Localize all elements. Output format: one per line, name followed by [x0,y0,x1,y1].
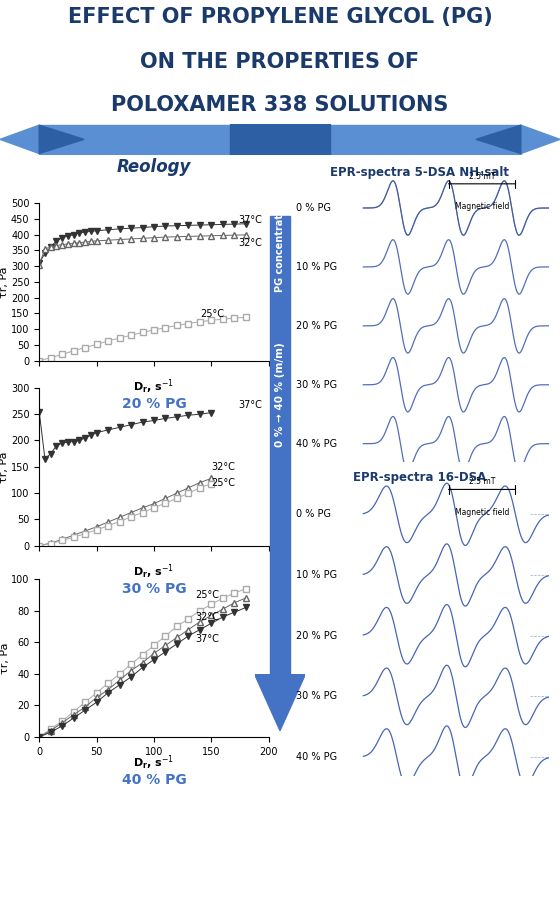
Text: 0 % → 40 % (m/m): 0 % → 40 % (m/m) [275,343,285,447]
Text: EPR-spectra 16-DSA: EPR-spectra 16-DSA [353,471,487,483]
Text: 37°C: 37°C [195,634,219,644]
Text: Reology: Reology [117,158,191,176]
Text: $\mathbf{D_r}$, s$^{-1}$: $\mathbf{D_r}$, s$^{-1}$ [133,562,175,581]
Text: 2.5 mT: 2.5 mT [469,477,495,486]
Text: Magnetic field: Magnetic field [455,202,509,211]
Text: Magnetic field: Magnetic field [455,508,509,517]
Text: 32°C: 32°C [238,237,262,247]
Text: PG concentration: PG concentration [275,197,285,291]
Text: 0 % PG: 0 % PG [296,203,332,213]
Text: 20 % PG: 20 % PG [296,321,338,331]
Polygon shape [521,125,560,153]
Text: 30 % PG: 30 % PG [122,582,186,596]
Polygon shape [0,125,39,153]
Text: 40 % PG: 40 % PG [122,773,186,787]
Text: 10 % PG: 10 % PG [296,570,338,580]
Text: 0 % PG: 0 % PG [296,510,332,520]
Text: 25°C: 25°C [200,308,224,318]
Text: 32°C: 32°C [195,612,219,622]
Text: 10 % PG: 10 % PG [296,262,338,272]
Y-axis label: τr, Pa: τr, Pa [0,266,10,298]
Text: $\mathbf{D_r}$, s$^{-1}$: $\mathbf{D_r}$, s$^{-1}$ [133,377,175,396]
Polygon shape [255,675,305,731]
Text: 30 % PG: 30 % PG [296,380,338,390]
Text: ON THE PROPERTIES OF: ON THE PROPERTIES OF [141,52,419,72]
Bar [39,125,521,153]
Text: $\mathbf{D_r}$, s$^{-1}$: $\mathbf{D_r}$, s$^{-1}$ [133,753,175,772]
Text: 40 % PG: 40 % PG [296,438,338,448]
Text: 20 % PG: 20 % PG [122,397,186,411]
Text: 32°C: 32°C [212,462,235,472]
Text: 2.5 mT: 2.5 mT [469,171,495,180]
Text: 25°C: 25°C [212,478,235,488]
Polygon shape [39,125,84,153]
Text: 40 % PG: 40 % PG [296,752,338,762]
Text: 37°C: 37°C [238,400,262,410]
Y-axis label: τr, Pa: τr, Pa [0,642,10,674]
Text: EPR-spectra 5-DSA NH₄salt: EPR-spectra 5-DSA NH₄salt [330,166,510,179]
Y-axis label: τr, Pa: τr, Pa [0,451,10,483]
Text: 30 % PG: 30 % PG [296,691,338,702]
Bar [230,124,330,155]
Text: POLOXAMER 338 SOLUTIONS: POLOXAMER 338 SOLUTIONS [111,96,449,115]
Bar [270,216,290,675]
Text: 25°C: 25°C [195,590,220,600]
Text: EFFECT OF PROPYLENE GLYCOL (PG): EFFECT OF PROPYLENE GLYCOL (PG) [68,6,492,26]
Text: 20 % PG: 20 % PG [296,630,338,640]
Text: 37°C: 37°C [238,216,262,226]
Polygon shape [476,125,521,153]
